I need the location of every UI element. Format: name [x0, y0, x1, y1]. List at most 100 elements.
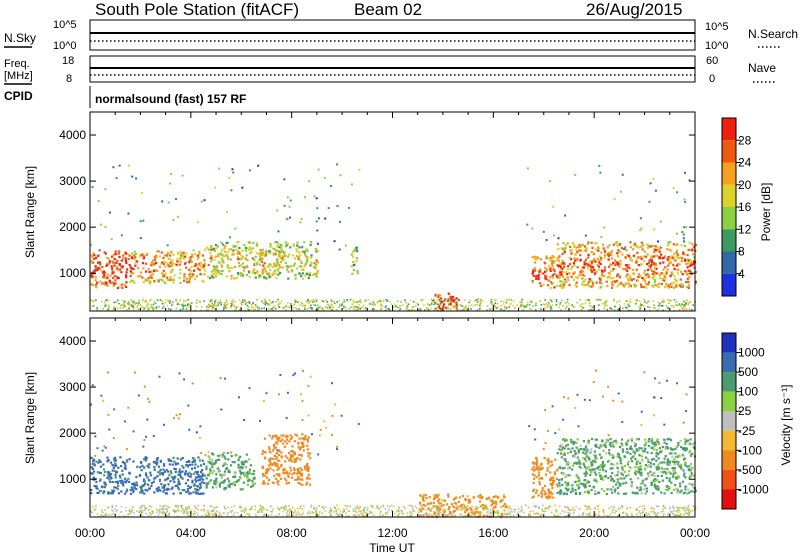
data-cell	[321, 308, 323, 311]
data-cell	[589, 268, 593, 272]
data-cell	[141, 307, 143, 309]
data-cell	[641, 248, 644, 251]
data-cell	[104, 483, 107, 486]
data-cell	[602, 243, 605, 246]
data-cell	[569, 258, 572, 261]
data-cell	[558, 255, 561, 258]
data-cell	[617, 308, 619, 311]
data-cell	[652, 478, 655, 481]
data-cell	[239, 472, 243, 475]
data-cell	[285, 507, 288, 510]
data-cell	[116, 482, 119, 485]
data-cell	[481, 503, 485, 507]
data-cell	[201, 254, 204, 257]
data-cell	[150, 261, 154, 264]
data-cell	[654, 284, 657, 287]
data-cell	[667, 264, 670, 267]
data-cell	[107, 304, 109, 307]
data-cell	[220, 481, 223, 484]
data-cell	[552, 205, 555, 208]
data-cell	[140, 512, 142, 514]
data-cell	[635, 244, 638, 247]
data-cell	[273, 461, 276, 464]
data-cell	[380, 506, 382, 509]
data-cell	[688, 451, 691, 454]
data-cell	[496, 495, 499, 498]
data-cell	[617, 261, 620, 264]
data-cell	[653, 307, 655, 309]
data-cell	[111, 504, 113, 507]
data-cell	[228, 270, 231, 273]
data-cell	[164, 282, 167, 285]
data-cell	[273, 434, 277, 437]
data-cell	[177, 481, 180, 484]
data-cell	[191, 255, 194, 258]
data-cell	[513, 508, 515, 511]
data-cell	[410, 504, 412, 507]
data-cell	[514, 307, 516, 309]
data-cell	[187, 485, 190, 488]
data-cell	[184, 470, 188, 473]
data-cell	[547, 279, 550, 282]
data-cell	[654, 486, 657, 489]
data-cell	[390, 504, 393, 507]
data-cell	[493, 501, 496, 504]
data-cell	[630, 467, 633, 470]
data-cell	[647, 440, 650, 443]
data-cell	[203, 262, 206, 265]
data-cell	[135, 177, 138, 180]
data-cell	[594, 438, 597, 441]
data-cell	[682, 469, 685, 472]
data-cell	[531, 473, 535, 476]
data-cell	[612, 243, 615, 246]
data-cell	[213, 272, 216, 275]
data-cell	[297, 481, 300, 484]
data-cell	[221, 269, 224, 273]
data-cell	[409, 511, 411, 513]
data-cell	[655, 272, 658, 275]
data-cell	[645, 490, 648, 493]
data-cell	[91, 305, 94, 308]
data-cell	[305, 483, 308, 486]
data-cell	[210, 270, 213, 273]
data-cell	[626, 447, 629, 450]
data-cell	[630, 481, 633, 484]
data-cell	[563, 247, 566, 250]
data-cell	[106, 456, 109, 459]
data-cell	[595, 438, 599, 441]
noise-left-tick-bottom: 10^0	[53, 40, 77, 52]
data-cell	[672, 186, 675, 189]
data-cell	[561, 286, 564, 290]
data-cell	[604, 441, 607, 444]
data-cell	[689, 454, 692, 457]
data-cell	[223, 303, 225, 306]
data-cell	[683, 458, 686, 461]
data-cell	[593, 468, 596, 471]
data-cell	[363, 510, 366, 513]
data-cell	[182, 302, 185, 305]
data-cell	[447, 308, 449, 310]
data-cell	[274, 304, 277, 307]
data-cell	[304, 304, 307, 307]
data-cell	[191, 460, 194, 463]
data-cell	[685, 226, 688, 229]
data-cell	[624, 246, 627, 249]
data-cell	[118, 474, 121, 477]
data-cell	[162, 463, 166, 466]
data-cell	[143, 300, 146, 303]
data-cell	[163, 274, 166, 278]
data-cell	[551, 282, 554, 285]
data-cell	[180, 510, 183, 512]
data-cell	[353, 514, 356, 516]
data-cell	[567, 447, 570, 450]
data-cell	[567, 482, 570, 485]
data-cell	[379, 299, 381, 302]
data-cell	[559, 303, 561, 306]
data-cell	[355, 260, 358, 263]
data-cell	[669, 452, 672, 455]
data-cell	[692, 262, 695, 265]
data-cell	[531, 496, 534, 499]
data-cell	[478, 515, 481, 518]
data-cell	[107, 506, 109, 509]
data-cell	[242, 463, 245, 466]
